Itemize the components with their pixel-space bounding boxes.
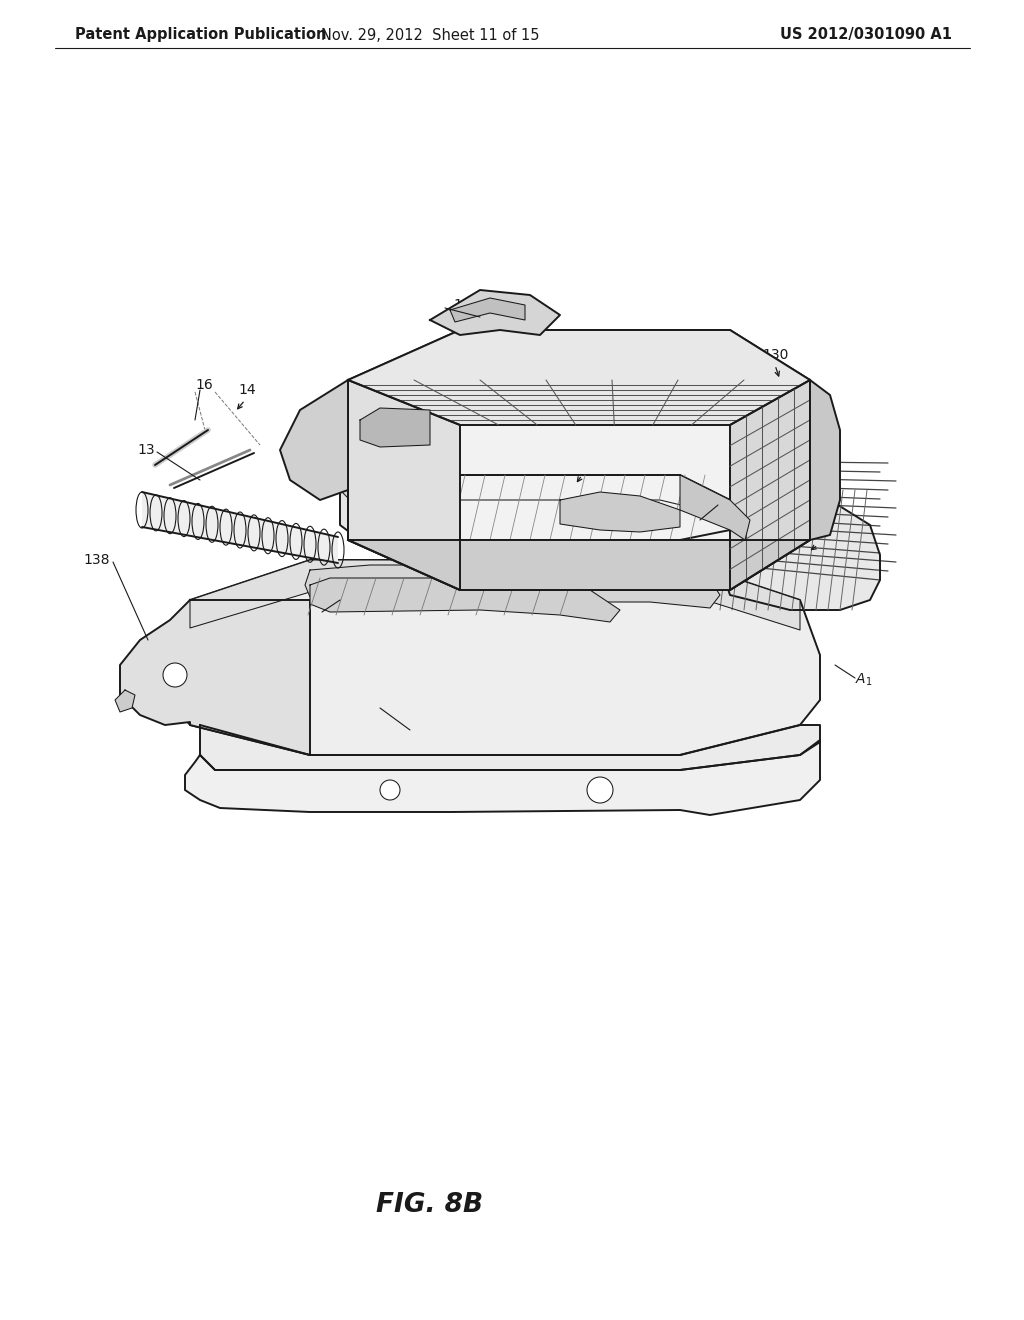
Polygon shape xyxy=(730,380,810,590)
Polygon shape xyxy=(190,560,800,630)
Polygon shape xyxy=(115,690,135,711)
Text: 36B: 36B xyxy=(350,698,377,711)
Text: 130: 130 xyxy=(762,348,788,362)
Polygon shape xyxy=(720,484,880,610)
Text: $A_1$: $A_1$ xyxy=(855,672,872,688)
Text: 36A: 36A xyxy=(720,492,748,507)
Polygon shape xyxy=(560,492,680,532)
Text: 12: 12 xyxy=(580,463,598,477)
Polygon shape xyxy=(142,492,338,564)
Polygon shape xyxy=(430,290,560,335)
Polygon shape xyxy=(280,380,348,540)
Polygon shape xyxy=(170,560,820,755)
Polygon shape xyxy=(340,475,730,540)
Circle shape xyxy=(163,663,187,686)
Polygon shape xyxy=(348,380,460,590)
Text: 16: 16 xyxy=(195,378,213,392)
Text: Patent Application Publication: Patent Application Publication xyxy=(75,28,327,42)
Polygon shape xyxy=(185,741,820,814)
Polygon shape xyxy=(450,298,525,322)
Text: 136: 136 xyxy=(453,298,479,312)
Polygon shape xyxy=(340,475,730,512)
Text: FIG. 8B: FIG. 8B xyxy=(377,1192,483,1218)
Text: 13: 13 xyxy=(137,444,155,457)
Text: 22: 22 xyxy=(820,533,838,546)
Circle shape xyxy=(380,780,400,800)
Polygon shape xyxy=(305,565,720,609)
Polygon shape xyxy=(360,408,430,447)
Text: US 2012/0301090 A1: US 2012/0301090 A1 xyxy=(780,28,952,42)
Polygon shape xyxy=(200,725,820,770)
Text: 138: 138 xyxy=(84,553,110,568)
Polygon shape xyxy=(120,601,310,755)
Text: 139: 139 xyxy=(290,603,316,616)
Polygon shape xyxy=(348,330,810,590)
Polygon shape xyxy=(348,540,810,590)
Text: 14: 14 xyxy=(238,383,256,397)
Polygon shape xyxy=(810,380,840,540)
Text: Nov. 29, 2012  Sheet 11 of 15: Nov. 29, 2012 Sheet 11 of 15 xyxy=(321,28,540,42)
Circle shape xyxy=(587,777,613,803)
Polygon shape xyxy=(310,578,620,622)
Text: 30: 30 xyxy=(380,444,397,457)
Polygon shape xyxy=(348,330,810,425)
Polygon shape xyxy=(680,475,750,540)
